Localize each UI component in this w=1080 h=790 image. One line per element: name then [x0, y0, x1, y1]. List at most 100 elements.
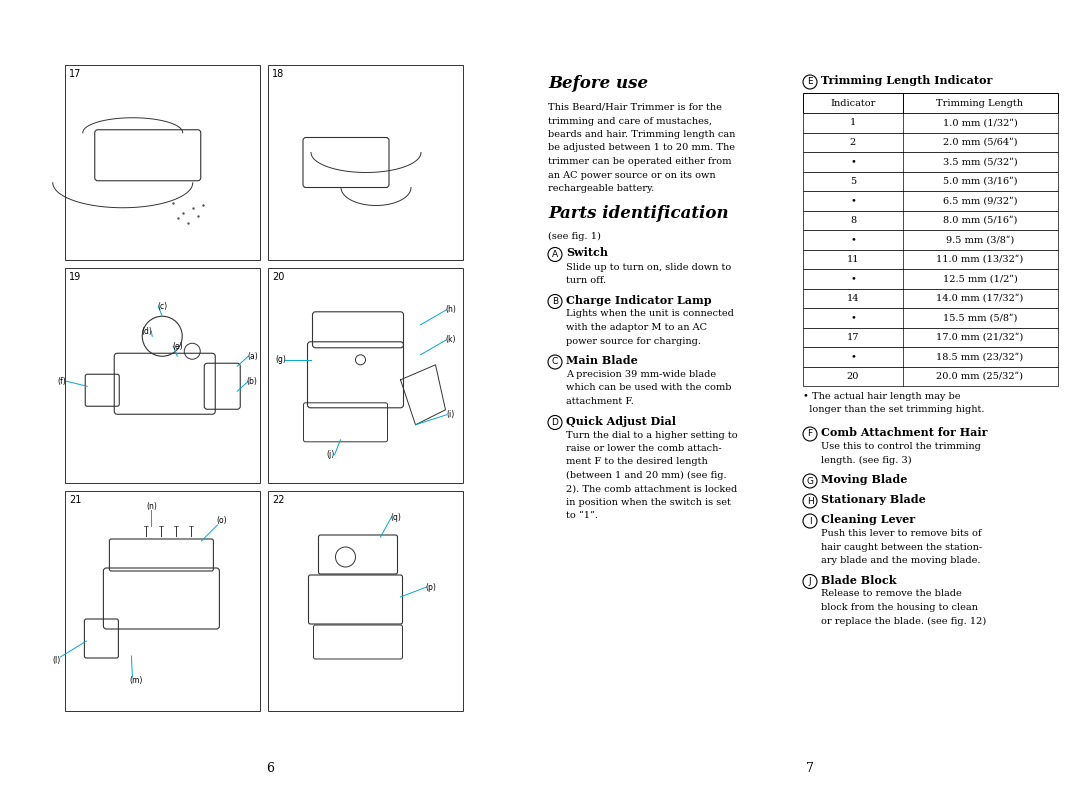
Text: 5.0 mm (3/16ʺ): 5.0 mm (3/16ʺ) [943, 177, 1017, 186]
Bar [804, 210, 1058, 230]
Text: 20.0 mm (25/32ʺ): 20.0 mm (25/32ʺ) [936, 372, 1024, 381]
Text: trimming and care of mustaches,: trimming and care of mustaches, [548, 116, 712, 126]
Bar [804, 171, 1058, 191]
Text: 2: 2 [850, 137, 856, 147]
Text: 19: 19 [69, 272, 81, 282]
Text: (see fig. 1): (see fig. 1) [548, 231, 600, 241]
Text: with the adaptor M to an AC: with the adaptor M to an AC [566, 323, 707, 332]
Text: •: • [850, 314, 856, 322]
Circle shape [548, 416, 562, 430]
Text: 8.0 mm (5/16ʺ): 8.0 mm (5/16ʺ) [943, 216, 1017, 224]
Text: (i): (i) [446, 410, 455, 419]
Text: (l): (l) [52, 656, 60, 665]
Text: 3.5 mm (5/32ʺ): 3.5 mm (5/32ʺ) [943, 157, 1017, 166]
Circle shape [548, 247, 562, 261]
Text: Turn the dial to a higher setting to: Turn the dial to a higher setting to [566, 431, 738, 439]
Bar [268, 268, 463, 483]
Text: E: E [807, 77, 813, 86]
Text: Cleaning Lever: Cleaning Lever [821, 514, 915, 525]
Text: 14: 14 [847, 294, 860, 303]
Text: 2.0 mm (5/64ʺ): 2.0 mm (5/64ʺ) [943, 137, 1017, 147]
Text: 17: 17 [69, 69, 81, 79]
Circle shape [804, 474, 816, 488]
Text: Quick Adjust Dial: Quick Adjust Dial [566, 416, 676, 427]
Bar [268, 65, 463, 260]
Text: Before use: Before use [548, 75, 648, 92]
Text: • The actual hair length may be: • The actual hair length may be [804, 392, 960, 401]
Text: (h): (h) [445, 305, 456, 314]
Circle shape [804, 514, 816, 528]
Text: Trimming Length: Trimming Length [936, 99, 1024, 107]
Text: (f): (f) [58, 377, 67, 386]
Text: ment F to the desired length: ment F to the desired length [566, 457, 707, 467]
Text: Comb Attachment for Hair: Comb Attachment for Hair [821, 427, 987, 438]
Text: Stationary Blade: Stationary Blade [821, 494, 926, 505]
Text: 5: 5 [850, 177, 856, 186]
Text: 6.5 mm (9/32ʺ): 6.5 mm (9/32ʺ) [943, 196, 1017, 205]
Bar [804, 152, 1058, 171]
Bar [804, 230, 1058, 250]
Circle shape [804, 574, 816, 589]
Text: (q): (q) [390, 513, 401, 521]
Text: A precision 39 mm-wide blade: A precision 39 mm-wide blade [566, 370, 716, 379]
Text: length. (see fig. 3): length. (see fig. 3) [821, 456, 912, 465]
Text: raise or lower the comb attach-: raise or lower the comb attach- [566, 444, 721, 453]
Text: Parts identification: Parts identification [548, 205, 729, 223]
Text: (between 1 and 20 mm) (see fig.: (between 1 and 20 mm) (see fig. [566, 471, 727, 480]
Text: 15.5 mm (5/8ʺ): 15.5 mm (5/8ʺ) [943, 314, 1017, 322]
Text: Switch: Switch [566, 247, 608, 258]
Text: 2). The comb attachment is locked: 2). The comb attachment is locked [566, 484, 738, 494]
Bar [804, 191, 1058, 210]
Bar [268, 491, 463, 711]
Text: (m): (m) [130, 676, 143, 686]
Text: to “1”.: to “1”. [566, 511, 598, 521]
Text: F: F [808, 430, 812, 438]
Text: 1: 1 [850, 118, 856, 127]
Text: beards and hair. Trimming length can: beards and hair. Trimming length can [548, 130, 735, 139]
Text: block from the housing to clean: block from the housing to clean [821, 603, 977, 612]
Text: A: A [552, 250, 558, 259]
Text: 8: 8 [850, 216, 856, 224]
Text: turn off.: turn off. [566, 276, 606, 285]
Text: (a): (a) [247, 352, 258, 361]
Text: 17: 17 [847, 333, 860, 342]
Text: B: B [552, 297, 558, 306]
Text: (o): (o) [216, 517, 227, 525]
Text: C: C [552, 358, 558, 367]
Text: (p): (p) [426, 582, 436, 592]
Text: (j): (j) [326, 450, 335, 459]
Bar [65, 491, 260, 711]
Text: 18: 18 [272, 69, 284, 79]
Text: Lights when the unit is connected: Lights when the unit is connected [566, 310, 734, 318]
Text: Push this lever to remove bits of: Push this lever to remove bits of [821, 529, 982, 538]
Bar [804, 93, 1058, 113]
Text: ary blade and the moving blade.: ary blade and the moving blade. [821, 556, 981, 565]
Text: 7: 7 [806, 762, 814, 775]
Text: 21: 21 [69, 495, 81, 505]
Text: (g): (g) [275, 356, 286, 364]
Text: J: J [809, 577, 811, 586]
Text: 6: 6 [266, 762, 274, 775]
Text: be adjusted between 1 to 20 mm. The: be adjusted between 1 to 20 mm. The [548, 144, 735, 152]
Text: 22: 22 [272, 495, 284, 505]
Text: 11: 11 [847, 254, 860, 264]
Text: trimmer can be operated either from: trimmer can be operated either from [548, 157, 731, 166]
Text: 14.0 mm (17/32ʺ): 14.0 mm (17/32ʺ) [936, 294, 1024, 303]
Bar [804, 347, 1058, 367]
Text: Use this to control the trimming: Use this to control the trimming [821, 442, 981, 451]
Text: Release to remove the blade: Release to remove the blade [821, 589, 962, 599]
Bar [804, 367, 1058, 386]
Text: (n): (n) [146, 502, 157, 510]
Text: This Beard/Hair Trimmer is for the: This Beard/Hair Trimmer is for the [548, 103, 721, 112]
Bar [65, 268, 260, 483]
Text: 17.0 mm (21/32ʺ): 17.0 mm (21/32ʺ) [936, 333, 1024, 342]
Text: Main Blade: Main Blade [566, 355, 638, 366]
Text: attachment F.: attachment F. [566, 397, 634, 406]
Text: (d): (d) [141, 327, 152, 336]
Text: Trimming Length Indicator: Trimming Length Indicator [821, 75, 993, 86]
Bar [804, 250, 1058, 269]
Text: I: I [809, 517, 811, 525]
Text: Moving Blade: Moving Blade [821, 474, 907, 485]
Text: which can be used with the comb: which can be used with the comb [566, 383, 731, 393]
Text: Slide up to turn on, slide down to: Slide up to turn on, slide down to [566, 262, 731, 272]
